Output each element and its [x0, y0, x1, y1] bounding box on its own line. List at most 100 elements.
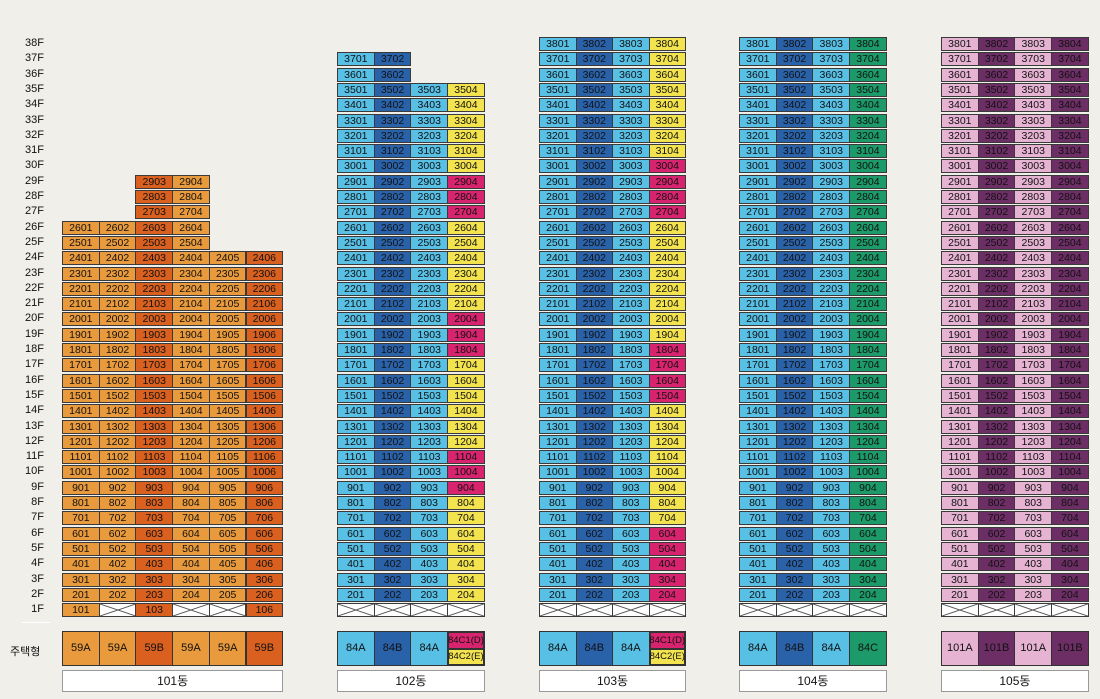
- empty-unit-cell: [539, 603, 577, 618]
- unit-cell: 801: [739, 496, 777, 510]
- housing-type-cell: 101B: [1051, 631, 1089, 666]
- unit-cell: 3703: [1014, 52, 1053, 67]
- housing-type-label: 84B: [784, 642, 805, 654]
- unit-cell: 2401: [739, 251, 777, 266]
- unit-cell: 2904: [1051, 174, 1089, 189]
- empty-unit-cell: [208, 603, 247, 618]
- unit-cell: 3802: [775, 37, 814, 51]
- unit-cell: 1705: [208, 358, 247, 373]
- unit-cell: 2403: [1014, 251, 1053, 266]
- floor-label: 32F: [25, 128, 44, 141]
- unit-cell: 206: [245, 587, 284, 602]
- unit-cell: 2204: [1051, 281, 1089, 296]
- unit-cell: 401: [539, 557, 577, 572]
- unit-cell: 1501: [337, 388, 375, 403]
- unit-cell: 2901: [337, 174, 375, 189]
- unit-cell: 2404: [849, 251, 887, 266]
- floor-label: 22F: [25, 281, 44, 294]
- unit-cell: 904: [1051, 480, 1089, 495]
- unit-cell: 203: [812, 587, 851, 602]
- unit-cell: 3003: [812, 159, 851, 174]
- unit-cell: 3304: [447, 113, 485, 128]
- unit-cell: 202: [775, 587, 814, 602]
- unit-cell: 1205: [208, 434, 247, 449]
- unit-cell: 3302: [575, 113, 613, 128]
- housing-type-cell: 84A: [739, 631, 777, 666]
- unit-cell: 2002: [373, 312, 412, 327]
- unit-cell: 1303: [812, 419, 851, 434]
- unit-cell: 1104: [447, 450, 485, 465]
- unit-cell: 1802: [775, 343, 814, 357]
- unit-cell: 1001: [62, 465, 100, 480]
- unit-cell: 1001: [539, 465, 577, 480]
- unit-cell: 3201: [337, 128, 375, 143]
- housing-type-cell: 84A: [410, 631, 449, 666]
- building-name: 104동: [739, 670, 887, 692]
- unit-cell: 2003: [812, 312, 851, 327]
- unit-cell: 2703: [410, 205, 449, 220]
- unit-cell: 3504: [1051, 82, 1089, 97]
- unit-cell: 1601: [539, 373, 577, 388]
- unit-cell: 804: [648, 496, 686, 510]
- unit-cell: 2803: [135, 190, 174, 204]
- unit-cell: 902: [575, 480, 613, 495]
- unit-cell: 2004: [1051, 312, 1089, 327]
- unit-cell: 1203: [612, 434, 650, 449]
- unit-cell: 3701: [941, 52, 979, 67]
- unit-cell: 1903: [135, 327, 174, 342]
- housing-type-label: 59A: [217, 642, 238, 654]
- unit-cell: 803: [612, 496, 650, 510]
- unit-cell: 2501: [62, 235, 100, 250]
- unit-cell: 906: [245, 480, 284, 495]
- unit-cell: 1303: [135, 419, 174, 434]
- unit-cell: 2001: [539, 312, 577, 327]
- unit-cell: 201: [62, 587, 100, 602]
- unit-cell: 1403: [1014, 404, 1053, 419]
- unit-cell: 1801: [941, 343, 979, 357]
- unit-cell: 1302: [373, 419, 412, 434]
- unit-cell: 1502: [977, 388, 1016, 403]
- unit-cell: 1603: [812, 373, 851, 388]
- unit-cell: 1101: [539, 450, 577, 465]
- unit-cell: 701: [337, 511, 375, 526]
- unit-cell: 2404: [1051, 251, 1089, 266]
- unit-cell: 2302: [373, 266, 412, 281]
- unit-cell: 2101: [941, 297, 979, 312]
- unit-cell: 602: [775, 526, 814, 541]
- empty-unit-cell: [98, 603, 137, 618]
- unit-cell: 2804: [1051, 190, 1089, 204]
- unit-cell: 3303: [1014, 113, 1053, 128]
- unit-cell: 604: [849, 526, 887, 541]
- unit-cell: 1505: [208, 388, 247, 403]
- unit-cell: 1804: [172, 343, 210, 357]
- unit-cell: 204: [648, 587, 686, 602]
- unit-cell: 2704: [1051, 205, 1089, 220]
- floor-label: 31F: [25, 144, 44, 157]
- unit-cell: 2601: [539, 220, 577, 235]
- unit-cell: 2403: [612, 251, 650, 266]
- unit-cell: 1103: [135, 450, 174, 465]
- unit-cell: 1305: [208, 419, 247, 434]
- unit-cell: 501: [62, 541, 100, 556]
- unit-cell: 1603: [612, 373, 650, 388]
- unit-cell: 3402: [373, 98, 412, 113]
- unit-cell: 103: [135, 603, 174, 618]
- unit-cell: 502: [98, 541, 137, 556]
- unit-cell: 1905: [208, 327, 247, 342]
- unit-cell: 1702: [775, 358, 814, 373]
- unit-cell: 3101: [739, 144, 777, 159]
- unit-cell: 303: [612, 572, 650, 587]
- unit-cell: 503: [612, 541, 650, 556]
- unit-cell: 1103: [612, 450, 650, 465]
- unit-cell: 501: [539, 541, 577, 556]
- unit-cell: 1604: [1051, 373, 1089, 388]
- unit-cell: 3403: [410, 98, 449, 113]
- unit-cell: 2101: [337, 297, 375, 312]
- unit-cell: 701: [539, 511, 577, 526]
- unit-cell: 2402: [575, 251, 613, 266]
- unit-cell: 1102: [977, 450, 1016, 465]
- unit-cell: 1801: [337, 343, 375, 357]
- unit-cell: 2201: [337, 281, 375, 296]
- unit-cell: 601: [941, 526, 979, 541]
- unit-cell: 1203: [812, 434, 851, 449]
